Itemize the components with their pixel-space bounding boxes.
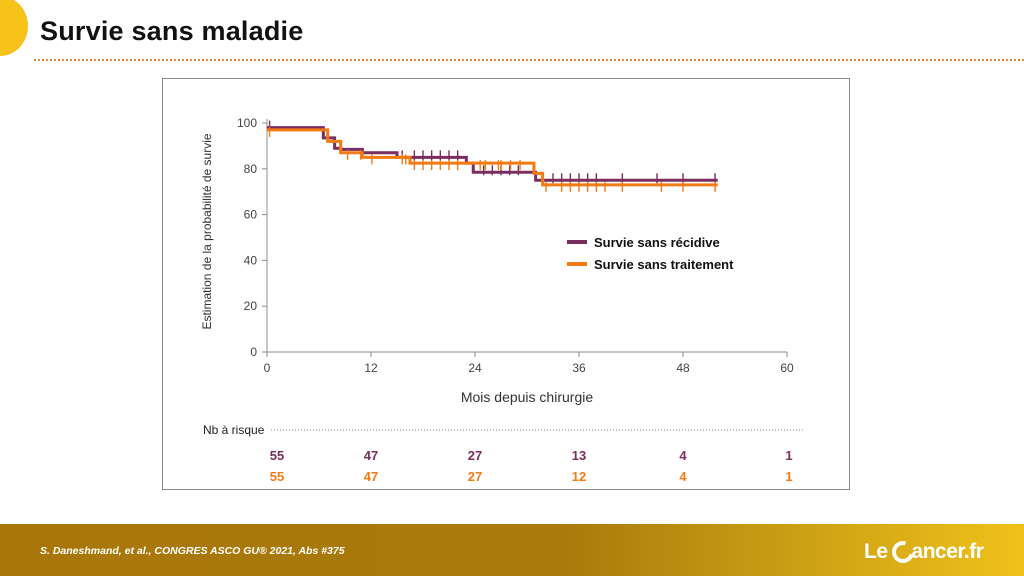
slide-title: Survie sans maladie [40, 16, 304, 46]
x-tick-label: 60 [780, 361, 794, 375]
x-tick-label: 48 [676, 361, 690, 375]
x-axis-title: Mois depuis chirurgie [461, 389, 593, 405]
y-tick-label: 80 [244, 162, 258, 176]
risk-table-cell: 4 [679, 448, 687, 463]
x-tick-label: 24 [468, 361, 482, 375]
risk-table-cell: 13 [572, 448, 586, 463]
y-tick-label: 60 [244, 208, 258, 222]
survival-chart: 0 20 40 60 80 100 0 12 24 36 48 60 Mois depuis chiru… [200, 116, 805, 484]
x-tick-label: 12 [364, 361, 378, 375]
y-axis-title: Estimation de la probabilité de survie [200, 133, 214, 329]
brand-prefix: Le [864, 540, 888, 563]
chart-frame: 0 20 40 60 80 100 0 12 24 36 48 60 Mois depuis chiru… [162, 78, 850, 490]
legend-label-1: Survie sans récidive [594, 235, 720, 250]
footer-bar [0, 524, 1024, 576]
risk-table-cell: 27 [468, 469, 482, 484]
corner-accent-shape [0, 0, 28, 56]
legend-label-2: Survie sans traitement [594, 257, 734, 272]
risk-table-cell: 1 [785, 469, 792, 484]
title-divider [34, 59, 1024, 61]
y-tick-label: 0 [250, 345, 257, 359]
risk-table-cell: 4 [679, 469, 687, 484]
risk-table-cell: 27 [468, 448, 482, 463]
x-tick-label: 0 [264, 361, 271, 375]
risk-table-cell: 47 [364, 448, 378, 463]
x-tick-label: 36 [572, 361, 586, 375]
y-tick-label: 40 [244, 253, 258, 267]
risk-table-label: Nb à risque [203, 423, 265, 437]
risk-table-cell: 1 [785, 448, 792, 463]
risk-table-cell: 12 [572, 469, 586, 484]
risk-table-cell: 55 [270, 469, 284, 484]
risk-table-cell: 47 [364, 469, 378, 484]
y-tick-label: 20 [244, 299, 258, 313]
brand-logo[interactable]: Le ancer.fr [864, 536, 984, 568]
citation-text: S. Daneshmand, et al., CONGRES ASCO GU® … [40, 545, 345, 557]
series-line-2 [267, 128, 718, 187]
risk-table-cell: 55 [270, 448, 284, 463]
brand-suffix: ancer.fr [911, 540, 984, 563]
y-tick-label: 100 [237, 116, 257, 130]
